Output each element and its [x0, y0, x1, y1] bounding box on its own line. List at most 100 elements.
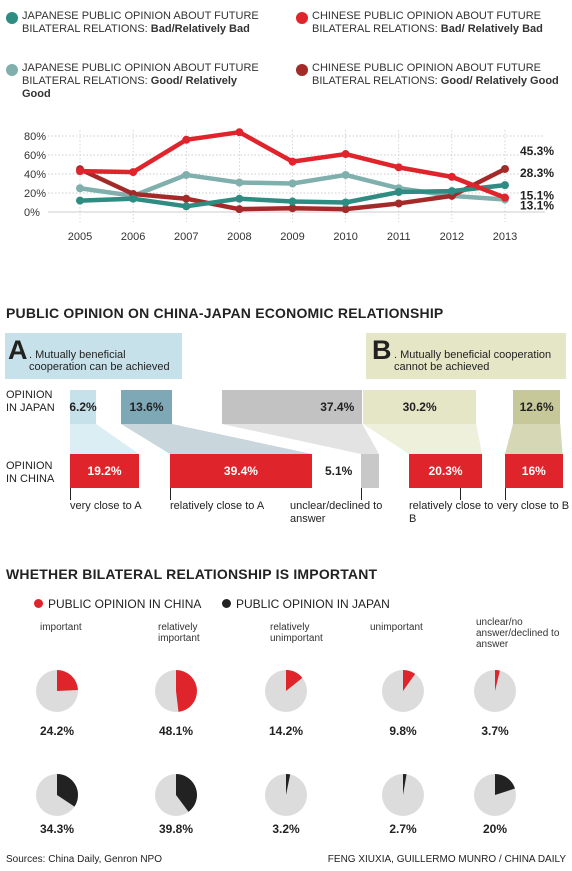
- series-point: [129, 168, 138, 177]
- series-point: [235, 178, 244, 187]
- series-point: [182, 170, 191, 179]
- row-label-china: OPINION IN CHINA: [6, 460, 55, 485]
- japan-pie: [382, 774, 424, 816]
- legend-swatch-japan-bad: [6, 12, 18, 24]
- japan-pie: [36, 774, 78, 816]
- series-point: [76, 167, 84, 176]
- legend-label-bold: Bad/Relatively Bad: [150, 23, 250, 35]
- y-tick-label: 60%: [24, 150, 46, 162]
- series-point: [288, 204, 297, 213]
- japan-pie-value: 3.2%: [272, 822, 300, 836]
- bar-category-label: unclear/declined to answer: [290, 500, 383, 525]
- japan-pie-value: 34.3%: [39, 822, 75, 836]
- china-pie: [474, 670, 516, 712]
- series-point: [182, 194, 191, 203]
- pie-legend-japan-swatch: [222, 599, 231, 608]
- option-a-letter: A: [8, 335, 28, 365]
- china-pie: [155, 670, 198, 712]
- legend-item-china-bad: CHINESE PUBLIC OPINION ABOUT FUTURE BILA…: [312, 10, 570, 36]
- bar-category-tick: [361, 488, 362, 500]
- series-point: [182, 135, 191, 144]
- legend-swatch-japan-good: [6, 64, 18, 76]
- china-bar-segment: 20.3%: [409, 454, 483, 488]
- x-tick-label: 2007: [174, 231, 198, 243]
- china-bar-segment: 19.2%: [70, 454, 140, 488]
- pie-legend-japan: PUBLIC OPINION IN JAPAN: [236, 597, 390, 611]
- japan-bar-segment: 6.2%: [69, 390, 97, 424]
- legend-item-japan-bad: JAPANESE PUBLIC OPINION ABOUT FUTURE BIL…: [22, 10, 282, 36]
- pie-category-label: relatively important: [158, 622, 200, 644]
- china-bar-fill: [361, 454, 379, 488]
- credit: FENG XIUXIA, GUILLERMO MUNRO / CHINA DAI…: [327, 854, 566, 865]
- bar-category-tick: [505, 488, 506, 500]
- series-point: [341, 150, 350, 159]
- japan-bar-segment: 37.4%: [222, 390, 363, 424]
- pie-category-label: unimportant: [370, 622, 423, 633]
- series-point: [501, 181, 509, 190]
- legend-swatch-china-good: [296, 64, 308, 76]
- series-point: [341, 198, 350, 207]
- china-pie: [36, 670, 78, 712]
- pie-category-label: relatively unimportant: [270, 622, 323, 644]
- china-bar-segment: 39.4%: [170, 454, 312, 488]
- bar-category-tick: [170, 488, 171, 500]
- pie-slice: [57, 774, 78, 807]
- china-pie: [265, 670, 307, 712]
- series-point: [235, 194, 244, 203]
- series-end-label: 45.3%: [520, 144, 554, 158]
- series-point: [447, 187, 456, 196]
- series-point: [341, 170, 350, 179]
- japan-bar-segment: 12.6%: [513, 390, 561, 424]
- china-pie: [382, 670, 424, 712]
- series-end-label: 15.1%: [520, 189, 554, 203]
- pie-slice: [403, 774, 407, 795]
- series-point: [394, 188, 403, 197]
- x-tick-label: 2009: [280, 231, 304, 243]
- series-point: [288, 197, 297, 206]
- bar-connector: [222, 424, 379, 454]
- pie-slice: [495, 774, 515, 795]
- option-b-letter: B: [372, 335, 392, 365]
- sources: Sources: China Daily, Genron NPO: [6, 854, 162, 865]
- japan-bar-segment: 13.6%: [121, 390, 172, 424]
- japan-pie: [155, 774, 197, 816]
- x-tick-label: 2011: [387, 231, 411, 243]
- china-bar-label: 5.1%: [325, 464, 353, 478]
- series-point: [394, 199, 403, 208]
- japan-pie-value: 39.8%: [158, 822, 194, 836]
- legend-label: CHINESE PUBLIC OPINION ABOUT FUTURE BILA…: [312, 62, 542, 87]
- japan-pie-value: 20%: [482, 822, 508, 836]
- pie-slice: [176, 670, 198, 712]
- bar-category-label: very close to B: [497, 500, 570, 512]
- china-pie-value: 24.2%: [39, 724, 75, 738]
- series-point: [288, 179, 297, 188]
- china-pie-value: 3.7%: [481, 724, 509, 738]
- bar-category-label: very close to A: [70, 500, 142, 512]
- x-tick-label: 2010: [333, 231, 357, 243]
- series-point: [76, 196, 84, 205]
- series-point: [288, 157, 297, 166]
- series-point: [182, 202, 191, 211]
- series-end-label: 13.1%: [520, 199, 554, 213]
- pie-slice: [286, 670, 303, 691]
- pie-slice: [286, 774, 291, 795]
- pie-slice: [176, 774, 197, 812]
- series-point: [501, 193, 509, 202]
- line-chart: 0% 20% 40% 60% 80% 2005 2006 2007 2008 2009 2010 20…: [24, 128, 554, 243]
- bar-category-label: relatively close to A: [170, 500, 265, 512]
- option-b-box: B . Mutually beneficial cooperation cann…: [366, 333, 566, 379]
- legend-label-bold: Good/ Relatively Good: [22, 75, 237, 100]
- x-tick-label: 2006: [121, 231, 145, 243]
- x-tick-label: 2012: [440, 231, 464, 243]
- option-b-text: . Mutually beneficial cooperation cannot…: [394, 349, 552, 373]
- pie-legend-china: PUBLIC OPINION IN CHINA: [48, 597, 202, 611]
- japan-pie-value: 2.7%: [389, 822, 417, 836]
- bar-connectors: [70, 424, 563, 454]
- china-pie-value: 14.2%: [268, 724, 304, 738]
- bar-connector: [121, 424, 312, 454]
- x-tick-label: 2008: [227, 231, 251, 243]
- series-point: [129, 194, 138, 203]
- legend-item-china-good: CHINESE PUBLIC OPINION ABOUT FUTURE BILA…: [312, 62, 562, 88]
- series-point: [235, 205, 244, 214]
- option-a-text: . Mutually beneficial cooperation can be…: [29, 349, 170, 373]
